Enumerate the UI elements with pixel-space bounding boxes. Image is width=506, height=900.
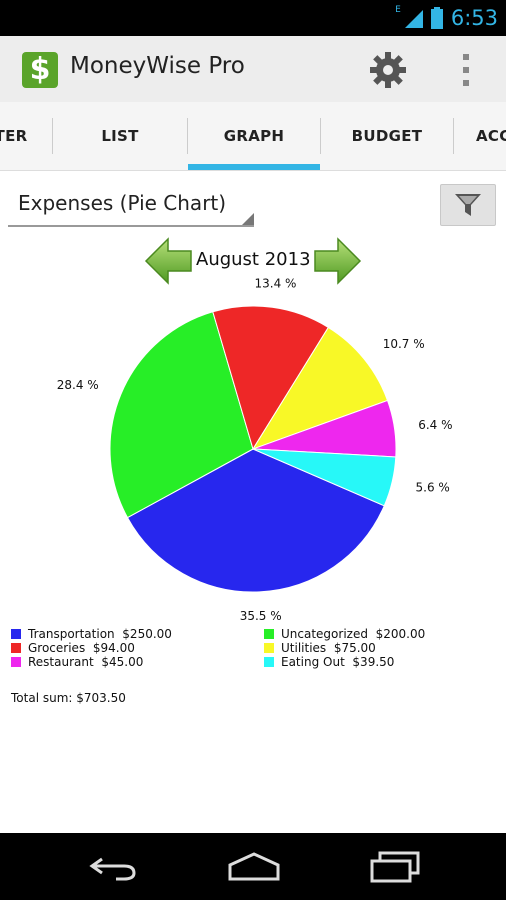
previous-month-arrow-icon[interactable] [144,236,194,286]
legend-label: Utilities [281,641,327,655]
report-type-value: Expenses (Pie Chart) [18,191,227,215]
status-bar: E 6:53 [0,0,506,36]
legend-amount: $200.00 [375,627,426,641]
pie-percent-label: 35.5 % [240,609,282,623]
pie-slice-transportation [126,448,385,593]
next-month-arrow-icon[interactable] [312,236,362,286]
period-label: August 2013 [196,249,311,270]
tab-divider [187,118,188,154]
tab-bar: TER LIST GRAPH BUDGET ACC [0,102,506,171]
tab-divider [52,118,53,154]
legend-swatch [11,643,21,653]
system-navigation-bar [0,833,506,900]
pie-percent-label: 6.4 % [418,418,452,432]
pie-slice-utilities [251,326,389,450]
legend-swatch [11,629,21,639]
legend-label: Eating Out [281,655,345,669]
filter-button[interactable] [440,184,496,226]
legend-amount: $39.50 [352,655,395,669]
battery-icon [430,7,443,29]
signal-icon [404,10,423,28]
network-type: E [395,5,401,15]
legend-item: Utilities $75.00 [264,641,376,655]
pie-slice-uncategorized [109,311,254,519]
legend-amount: $45.00 [101,655,144,669]
tab-divider [453,118,454,154]
legend-label: Uncategorized [281,627,368,641]
legend-swatch [264,629,274,639]
pie-slice-groceries [212,305,329,451]
pie-percent-label: 28.4 % [57,378,99,392]
selected-tab-indicator [188,164,320,170]
tab-budget[interactable]: BUDGET [351,127,423,145]
pie-percent-label: 13.4 % [254,277,296,291]
legend-item: Transportation $250.00 [11,627,172,641]
legend-item: Uncategorized $200.00 [264,627,425,641]
dropdown-arrow-icon [242,213,254,225]
legend-amount: $250.00 [122,627,172,641]
pie-percent-label: 5.6 % [416,480,450,494]
tab-divider [320,118,321,154]
tab-list[interactable]: LIST [101,127,139,145]
pie-slice-eating-out [252,448,397,507]
legend-swatch [264,657,274,667]
pie-percent-label: 10.7 % [383,337,425,351]
tab-filter[interactable]: TER [0,127,28,145]
home-icon[interactable] [226,851,282,881]
legend-item: Eating Out $39.50 [264,655,394,669]
overflow-menu-icon[interactable] [456,52,476,88]
legend-label: Transportation [28,627,115,641]
filter-funnel-icon [455,194,481,216]
tab-graph[interactable]: GRAPH [223,127,285,145]
legend-item: Groceries $94.00 [11,641,135,655]
report-type-dropdown[interactable]: Expenses (Pie Chart) [8,185,254,227]
total-sum: Total sum: $703.50 [11,691,126,705]
legend-amount: $94.00 [92,641,135,655]
legend-swatch [264,643,274,653]
app-logo-icon: $ [22,52,58,88]
legend-label: Groceries [28,641,86,655]
clock: 6:53 [450,6,498,30]
legend-label: Restaurant [28,655,94,669]
back-icon[interactable] [88,853,138,881]
settings-gear-icon[interactable] [368,50,408,90]
legend-amount: $75.00 [333,641,376,655]
tab-accounts[interactable]: ACC [476,127,506,145]
legend-item: Restaurant $45.00 [11,655,143,669]
legend-swatch [11,657,21,667]
app-title: MoneyWise Pro [70,53,245,79]
recent-apps-icon[interactable] [370,851,422,883]
expenses-pie-chart: 35.5 % 28.4 % 13.4 % 10.7 % 6.4 % 5.6 % [57,277,453,623]
action-bar: $ MoneyWise Pro [0,36,506,102]
